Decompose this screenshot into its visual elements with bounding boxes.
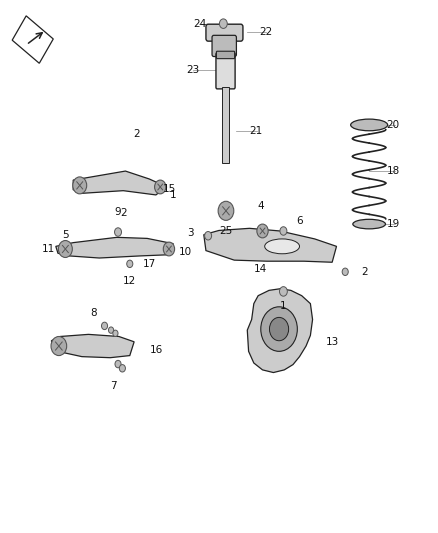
FancyBboxPatch shape [206, 24, 243, 41]
Circle shape [109, 327, 114, 333]
Ellipse shape [353, 219, 385, 229]
Circle shape [127, 260, 133, 268]
Circle shape [279, 287, 287, 296]
Text: 13: 13 [325, 337, 339, 347]
FancyBboxPatch shape [216, 51, 235, 59]
Text: 20: 20 [386, 120, 399, 130]
Text: 10: 10 [179, 247, 191, 257]
Text: 9: 9 [115, 207, 121, 217]
Polygon shape [56, 237, 173, 258]
Circle shape [257, 224, 268, 238]
Circle shape [155, 180, 166, 194]
FancyBboxPatch shape [216, 53, 235, 89]
Text: 11: 11 [41, 244, 55, 254]
Text: 3: 3 [187, 228, 194, 238]
Text: 1: 1 [280, 301, 287, 311]
Text: 2: 2 [361, 267, 368, 277]
Polygon shape [51, 334, 134, 358]
Text: 14: 14 [254, 264, 267, 274]
Text: 19: 19 [386, 219, 400, 229]
Circle shape [163, 242, 175, 256]
Text: 16: 16 [150, 345, 163, 356]
Ellipse shape [265, 239, 300, 254]
Text: 15: 15 [162, 183, 176, 193]
Circle shape [219, 19, 227, 28]
Circle shape [58, 240, 72, 257]
FancyBboxPatch shape [223, 87, 230, 163]
Circle shape [218, 201, 234, 220]
Text: 23: 23 [186, 66, 200, 75]
Text: 25: 25 [219, 226, 233, 236]
Circle shape [269, 317, 289, 341]
FancyBboxPatch shape [212, 35, 237, 56]
Polygon shape [247, 289, 313, 373]
Text: 22: 22 [259, 27, 272, 37]
Text: 8: 8 [90, 308, 97, 318]
Circle shape [115, 228, 121, 236]
Circle shape [51, 336, 67, 356]
Text: 17: 17 [143, 259, 156, 269]
Circle shape [261, 307, 297, 351]
Circle shape [102, 322, 108, 329]
Circle shape [205, 231, 212, 240]
Text: 2: 2 [120, 208, 127, 219]
Circle shape [113, 330, 118, 336]
Text: 4: 4 [257, 200, 264, 211]
Text: 21: 21 [249, 126, 263, 136]
Circle shape [342, 268, 348, 276]
Text: 1: 1 [170, 190, 177, 200]
Text: 6: 6 [296, 216, 303, 227]
Text: 18: 18 [386, 166, 400, 176]
Text: 12: 12 [123, 276, 136, 286]
Circle shape [115, 360, 121, 368]
Polygon shape [204, 228, 336, 262]
Circle shape [280, 227, 287, 235]
Ellipse shape [351, 119, 388, 131]
Text: 7: 7 [110, 381, 117, 391]
Polygon shape [73, 171, 167, 195]
Text: 5: 5 [62, 230, 69, 240]
Circle shape [119, 365, 125, 372]
Text: 2: 2 [133, 129, 140, 139]
Text: 24: 24 [193, 19, 206, 29]
Circle shape [73, 177, 87, 194]
